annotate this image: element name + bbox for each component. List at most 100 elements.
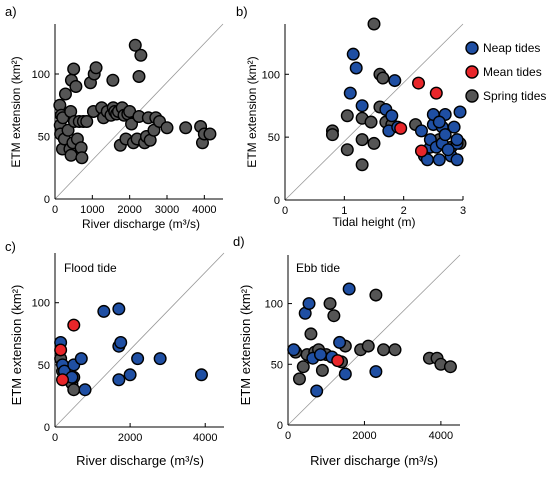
- data-point: [414, 144, 428, 158]
- data-point: [338, 367, 352, 381]
- data-point: [58, 87, 72, 101]
- data-point: [432, 153, 446, 167]
- data-point: [302, 297, 316, 311]
- data-point: [333, 335, 347, 349]
- legend-label: Spring tides: [483, 89, 546, 103]
- x-axis-label: River discharge (m³/s): [76, 453, 204, 468]
- x-tick-label: 3: [460, 205, 466, 217]
- data-point: [429, 86, 443, 100]
- y-tick-label: 0: [274, 195, 280, 207]
- data-point: [367, 17, 381, 31]
- series-spring-tides: [53, 38, 217, 165]
- data-point: [304, 327, 318, 341]
- series-mean-tides: [54, 318, 81, 387]
- panel-a: a) 0 1000 2000 3000 4000 0 50 100 River discharge…: [5, 4, 224, 231]
- data-point: [287, 343, 301, 357]
- data-point: [376, 71, 390, 85]
- data-point: [128, 38, 142, 52]
- y-tick-label: 100: [32, 298, 50, 310]
- y-tick-label: 50: [271, 359, 283, 371]
- y-axis-label: ETM extension (km²): [9, 56, 23, 167]
- x-tick-label: 0: [282, 205, 288, 217]
- data-point: [369, 288, 383, 302]
- data-point: [342, 282, 356, 296]
- panel-letter: b): [236, 4, 248, 19]
- data-point: [179, 121, 193, 135]
- data-point: [61, 123, 75, 137]
- data-point: [441, 143, 455, 157]
- data-point: [112, 302, 126, 316]
- legend-marker: [465, 89, 479, 103]
- series-neap-tides: [343, 47, 467, 167]
- x-tick-label: 4000: [192, 204, 216, 216]
- legend-label: Mean tides: [483, 65, 542, 79]
- data-point: [385, 109, 399, 123]
- data-point: [361, 339, 375, 353]
- diagonal-line: [284, 23, 464, 201]
- data-point: [450, 133, 464, 147]
- data-point: [296, 360, 310, 374]
- series-mean-tides: [331, 354, 345, 368]
- y-axis-label: ETM extension (km²): [238, 285, 253, 406]
- data-point: [412, 76, 426, 90]
- data-point: [340, 143, 354, 157]
- data-point: [355, 99, 369, 113]
- data-point: [450, 153, 464, 167]
- data-point: [134, 48, 148, 62]
- data-point: [315, 363, 329, 377]
- data-point: [331, 354, 345, 368]
- y-tick-label: 50: [38, 132, 50, 144]
- data-point: [453, 105, 467, 119]
- data-point: [349, 61, 363, 75]
- y-tick-label: 100: [262, 69, 280, 81]
- x-tick-label: 3000: [155, 204, 179, 216]
- data-point: [64, 148, 78, 162]
- y-tick-label: 0: [277, 420, 283, 432]
- legend-label: Neap tides: [483, 41, 540, 55]
- x-tick-label: 1000: [80, 204, 104, 216]
- x-tick-label: 2000: [352, 430, 376, 442]
- panel-c: c) 0 2000 4000 0 50 100 River discharge (m³/s) E…: [5, 239, 225, 468]
- y-tick-label: 0: [44, 194, 50, 206]
- data-point: [343, 86, 357, 100]
- data-point: [131, 352, 145, 366]
- data-point: [443, 360, 457, 374]
- panel-d: d) 0 2000 4000 0 50 100 River discharge (m³/s) E…: [233, 234, 461, 468]
- x-tick-label: 2: [401, 205, 407, 217]
- panel-title: Flood tide: [64, 261, 117, 275]
- data-point: [340, 109, 354, 123]
- diagonal-line: [287, 254, 461, 426]
- data-point: [54, 343, 68, 357]
- y-axis-label: ETM extension (km²): [245, 56, 259, 167]
- data-point: [394, 121, 408, 135]
- data-point: [327, 309, 341, 323]
- data-point: [310, 384, 324, 398]
- data-point: [67, 383, 81, 397]
- y-tick-label: 0: [44, 422, 50, 434]
- data-point: [153, 352, 167, 366]
- data-point: [447, 120, 461, 134]
- data-point: [78, 383, 92, 397]
- x-tick-label: 4000: [193, 432, 217, 444]
- legend-marker: [465, 41, 479, 55]
- data-point: [89, 61, 103, 75]
- data-point: [114, 335, 128, 349]
- y-tick-label: 50: [268, 132, 280, 144]
- data-point: [355, 133, 369, 147]
- data-point: [313, 348, 327, 362]
- data-point: [346, 47, 360, 61]
- panel-b: b) 0 1 2 3 0 50 100 Tidal height (m) ETM extensio…: [236, 4, 467, 229]
- x-tick-label: 4000: [429, 430, 453, 442]
- data-point: [377, 343, 391, 357]
- data-point: [160, 121, 174, 135]
- data-point: [325, 128, 339, 142]
- data-point: [106, 73, 120, 87]
- x-tick-label: 2000: [118, 432, 142, 444]
- data-point: [369, 365, 383, 379]
- data-point: [56, 373, 70, 387]
- panel-title: Ebb tide: [296, 261, 340, 275]
- y-tick-label: 50: [38, 360, 50, 372]
- data-point: [364, 115, 378, 129]
- data-point: [194, 368, 208, 382]
